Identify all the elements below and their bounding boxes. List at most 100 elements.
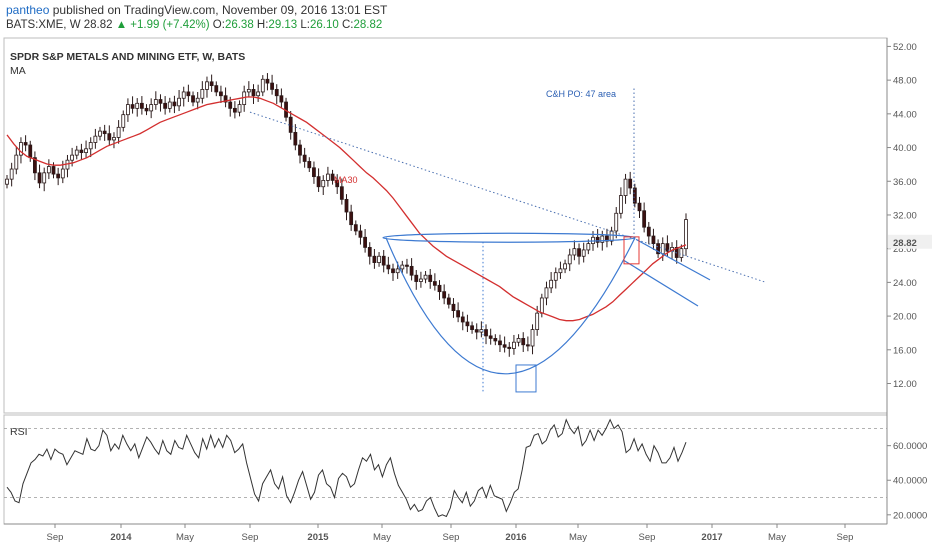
ma30-line (6, 96, 687, 322)
candle-body (465, 321, 470, 327)
price-tick-label: 36.00 (893, 177, 917, 188)
candle-body (498, 340, 502, 346)
candle-body (595, 236, 600, 243)
rsi-tick-label: 40.0000 (893, 476, 927, 487)
candle-body (219, 91, 223, 97)
candle-body (116, 126, 121, 138)
candle-body (600, 235, 605, 243)
candle-body (172, 101, 177, 107)
candle-body (432, 281, 437, 286)
handle-upper-line (635, 238, 711, 281)
time-tick-label: 2015 (307, 532, 329, 543)
candle-body (646, 226, 651, 237)
price-change: ▲ +1.99 (+7.42%) (115, 19, 210, 31)
candle-body (46, 166, 51, 174)
candle-body (428, 274, 433, 282)
candle-body (339, 186, 344, 200)
candle-body (349, 211, 354, 226)
time-tick-label: May (176, 532, 194, 543)
price-tick-label: 32.00 (893, 210, 917, 221)
candle-body (14, 154, 19, 170)
candle-body (112, 137, 116, 141)
candle-body (544, 287, 549, 299)
low-label: L: (300, 19, 310, 31)
publish-info: pantheo published on TradingView.com, No… (6, 3, 387, 17)
candle-body (126, 104, 130, 116)
candle-body (60, 168, 65, 179)
candle-body (656, 243, 660, 255)
candle-body (539, 297, 544, 314)
candle-body (214, 85, 219, 93)
target-label: C&H PO: 47 area (546, 89, 616, 99)
publisher-name[interactable]: pantheo (6, 3, 50, 17)
candle-body (493, 338, 498, 342)
candle-body (521, 338, 526, 346)
candle-body (293, 131, 298, 146)
candle-body (325, 173, 330, 181)
symbol-label: BATS:XME, W (6, 19, 81, 31)
candle-body (618, 195, 623, 214)
symbol-info: BATS:XME, W 28.82 ▲ +1.99 (+7.42%) O:26.… (6, 19, 382, 31)
time-tick-label: May (569, 532, 587, 543)
candle-body (321, 180, 326, 188)
candle-body (456, 310, 461, 318)
candle-body (437, 284, 442, 293)
candle-body (572, 248, 577, 256)
candle-body (28, 144, 33, 159)
candle-body (637, 202, 642, 212)
candle-body (502, 344, 507, 348)
candle-body (256, 91, 261, 97)
time-tick-label: Sep (639, 532, 656, 543)
candle-body (144, 107, 149, 112)
candle-body (288, 116, 293, 133)
candle-body (209, 81, 214, 87)
candle-body (135, 102, 140, 109)
candle-body (442, 291, 447, 299)
price-tick-label: 48.00 (893, 76, 917, 87)
candle-body (525, 344, 530, 347)
candle-body (102, 130, 107, 135)
candle-body (684, 219, 688, 250)
rsi-tick-label: 20.0000 (893, 510, 927, 521)
candle-body (391, 268, 395, 274)
candle-body (446, 297, 451, 305)
handle-box (623, 236, 640, 265)
candle-body (530, 329, 535, 347)
candle-body (33, 157, 37, 174)
candle-body (153, 99, 158, 105)
candle-body (200, 89, 205, 99)
candle-body (409, 265, 414, 276)
last-price-bg (888, 234, 932, 249)
time-tick-label: Sep (443, 532, 460, 543)
candle-body (628, 178, 633, 189)
candle-body (270, 82, 274, 90)
candle-body (642, 210, 647, 228)
candle-body (581, 249, 586, 257)
candle-body (251, 89, 256, 97)
candle-body (353, 224, 358, 232)
cup-curve (385, 237, 636, 375)
candle-body (163, 102, 168, 109)
candle-body (553, 272, 558, 281)
candle-body (335, 180, 340, 188)
candle-body (679, 248, 684, 258)
time-tick-label: 2014 (110, 532, 132, 543)
price-tick-label: 44.00 (893, 109, 917, 120)
price-tick-label: 28.00 (893, 244, 917, 255)
ma30-label: MA30 (334, 175, 358, 185)
candle-body (302, 154, 307, 162)
candle-body (632, 187, 637, 204)
candle-body (93, 135, 98, 143)
candle-body (70, 154, 75, 161)
price-tick-label: 24.00 (893, 278, 917, 289)
candle-body (558, 268, 563, 274)
last-price-label: 28.82 (893, 238, 917, 249)
candle-body (265, 78, 270, 84)
candle-body (191, 95, 195, 103)
price-tick-label: 16.00 (893, 345, 917, 356)
candle-body (121, 114, 126, 128)
time-tick-label: May (768, 532, 786, 543)
candle-body (84, 148, 88, 154)
handle-lower-line (623, 259, 699, 307)
